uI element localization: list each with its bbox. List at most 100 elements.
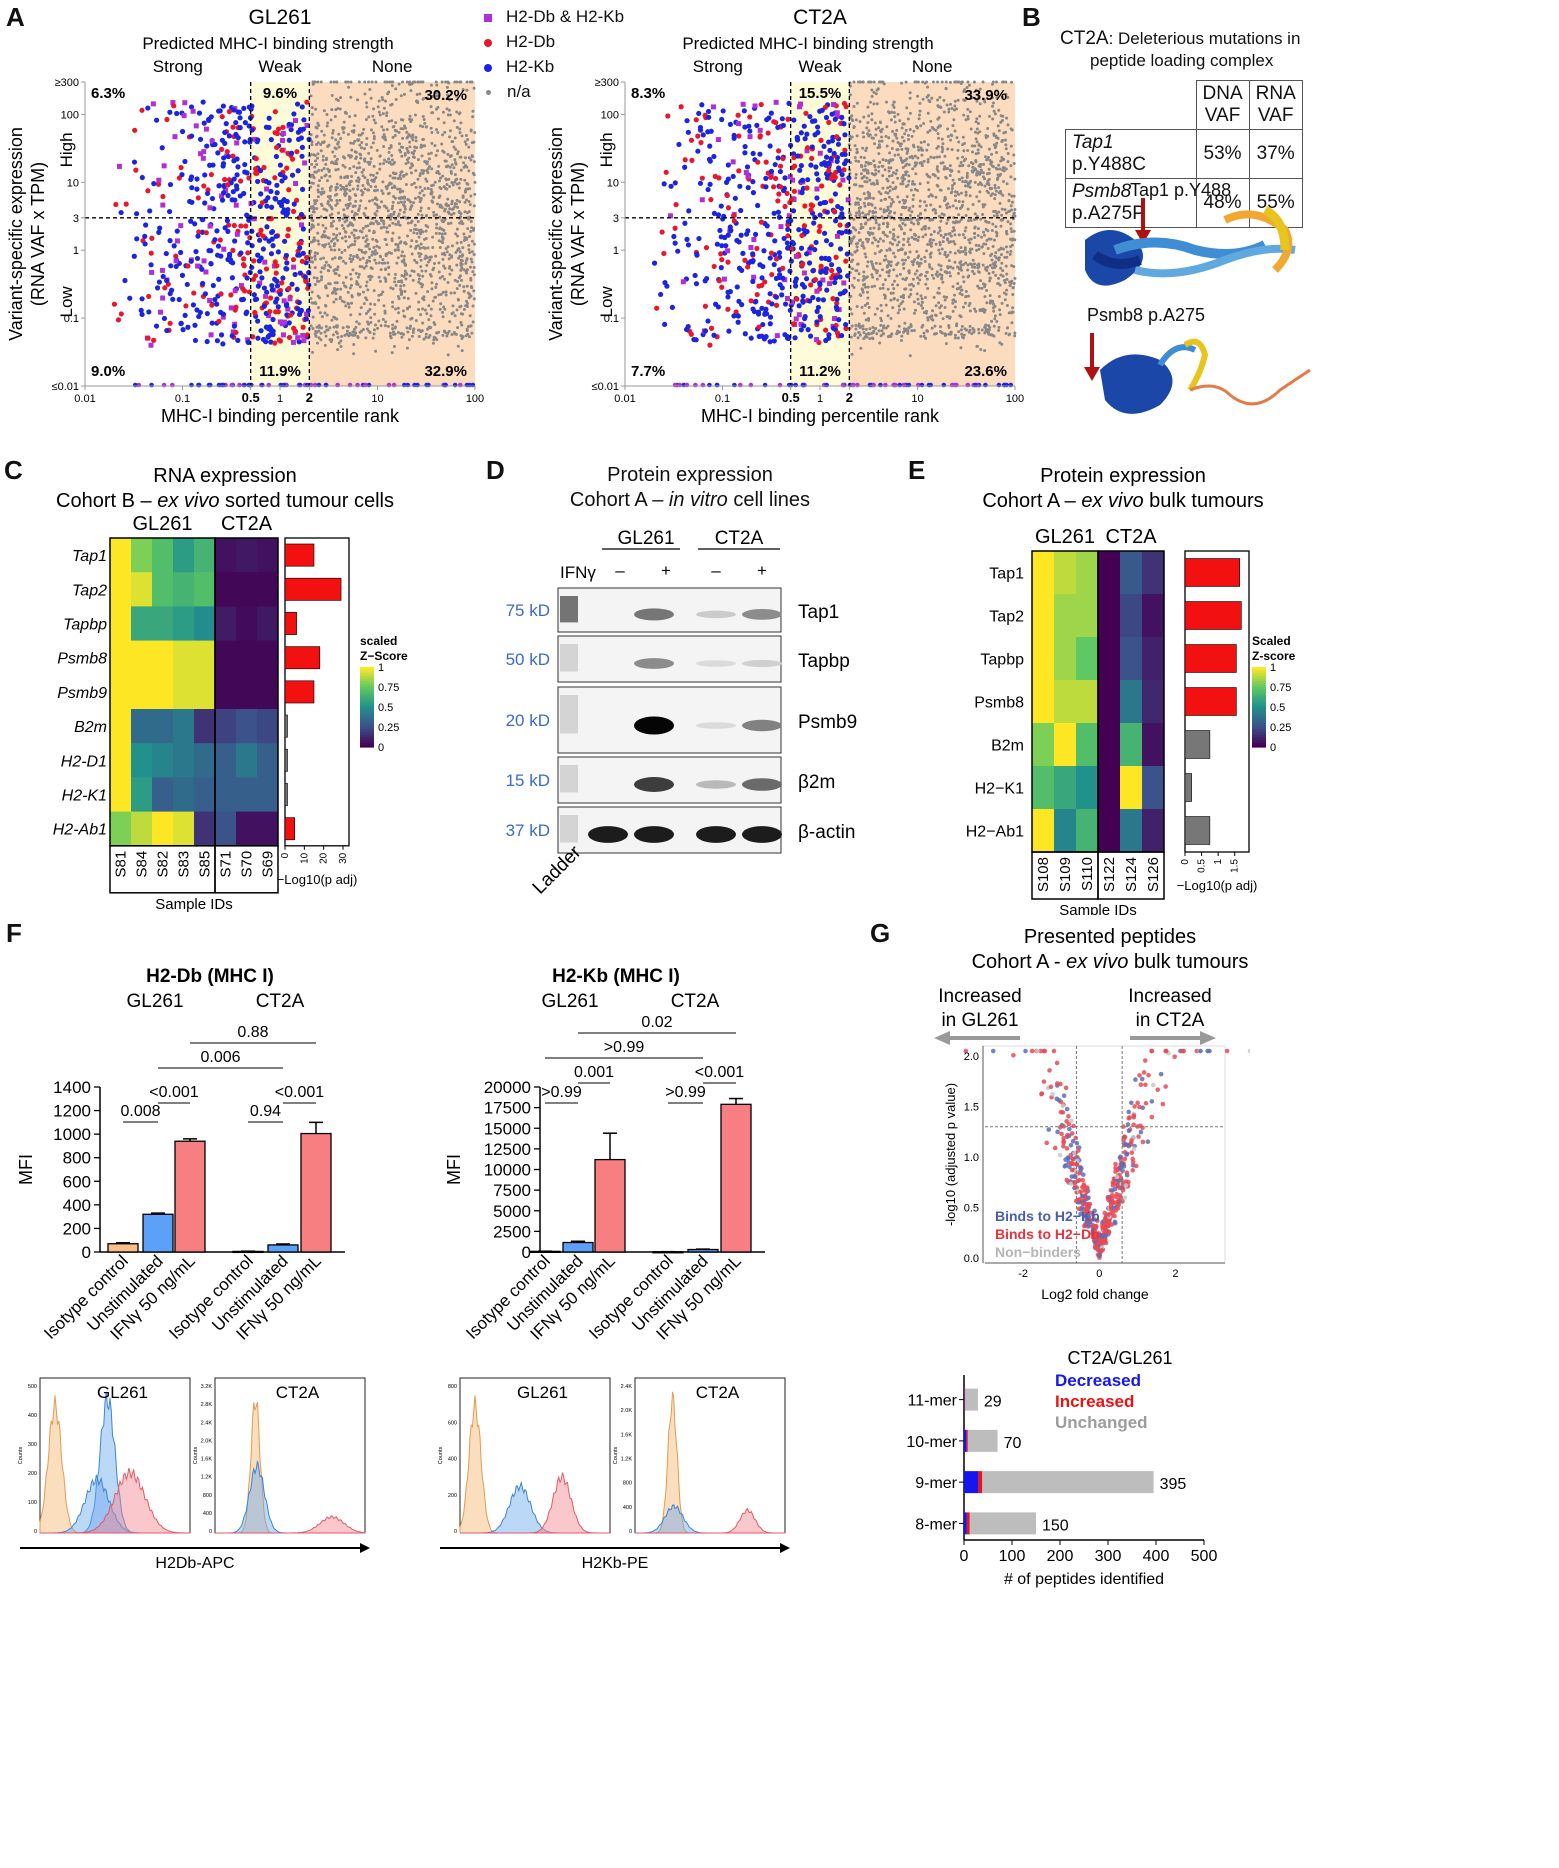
panel-label-c: C: [4, 455, 23, 485]
db-point: [663, 169, 669, 175]
na-point: [421, 171, 425, 175]
na-point: [906, 133, 910, 137]
na-point: [954, 80, 958, 84]
na-point: [901, 277, 905, 281]
na-point: [902, 296, 906, 300]
na-point: [960, 164, 964, 168]
na-point: [953, 108, 957, 112]
db-point: [245, 250, 251, 256]
x-tick-label: 0.01: [614, 393, 635, 405]
na-point: [464, 164, 468, 168]
na-point: [991, 306, 995, 310]
na-point: [414, 139, 418, 143]
kb-point: [711, 153, 717, 160]
na-point: [923, 216, 927, 220]
db-point: [279, 147, 285, 153]
na-point: [403, 124, 407, 128]
tap1-structure-label: Tap1 p.Y488: [1130, 180, 1232, 200]
na-point: [889, 158, 893, 162]
na-point: [961, 180, 965, 184]
kb-point: [277, 291, 283, 297]
na-point: [414, 319, 418, 323]
heatmap-cell: [194, 606, 216, 642]
na-point: [369, 173, 373, 177]
kb-point: [289, 281, 295, 287]
na-point: [891, 242, 895, 246]
kb-point: [693, 281, 700, 287]
na-point: [934, 242, 938, 246]
heatmap-cell: [236, 572, 258, 607]
x-tick-label: 2: [306, 390, 313, 405]
na-point: [470, 239, 474, 243]
na-point: [418, 92, 422, 96]
na-point: [370, 198, 374, 202]
na-point: [868, 100, 872, 104]
na-point: [372, 189, 376, 193]
na-point: [454, 147, 458, 151]
kb-point: [188, 104, 195, 110]
na-point: [383, 309, 387, 313]
zero-point: [983, 382, 988, 388]
na-point: [1005, 182, 1009, 186]
na-point: [335, 157, 339, 161]
na-point: [402, 174, 406, 178]
na-point: [353, 239, 357, 243]
na-point: [442, 277, 446, 281]
na-point: [905, 195, 909, 199]
kb-point: [179, 172, 185, 178]
na-point: [382, 106, 386, 110]
kb-point: [220, 163, 226, 169]
kb-point: [831, 150, 837, 157]
na-point: [998, 308, 1002, 312]
na-point: [886, 208, 890, 212]
na-point: [339, 339, 343, 343]
kb-point: [298, 211, 305, 218]
na-point: [873, 142, 877, 146]
na-point: [880, 268, 884, 272]
na-point: [311, 82, 315, 86]
kb-point: [704, 275, 710, 282]
na-point: [1003, 298, 1007, 302]
na-point: [418, 246, 422, 250]
na-point: [892, 251, 896, 255]
na-point: [418, 80, 422, 84]
x-tick-label: 100: [466, 393, 484, 405]
na-point: [410, 219, 414, 223]
na-point: [1013, 334, 1017, 338]
na-point: [1012, 281, 1016, 285]
na-point: [919, 141, 923, 145]
kb-point: [804, 131, 810, 137]
na-point: [943, 154, 947, 158]
kb-point: [752, 231, 759, 237]
na-point: [862, 270, 866, 274]
na-point: [450, 268, 454, 272]
na-point: [992, 302, 996, 306]
kb-point: [725, 162, 731, 168]
na-point: [991, 104, 995, 108]
na-point: [354, 150, 358, 154]
both-point: [221, 246, 227, 252]
na-point: [944, 87, 948, 91]
na-point: [871, 241, 875, 245]
na-point: [339, 344, 343, 348]
na-point: [460, 266, 464, 270]
na-point: [971, 269, 975, 273]
na-point: [914, 80, 918, 84]
na-point: [997, 210, 1001, 214]
na-point: [339, 136, 343, 140]
na-point: [932, 238, 936, 242]
na-point: [323, 174, 327, 178]
na-point: [886, 324, 890, 328]
na-point: [408, 305, 412, 309]
na-point: [465, 284, 469, 288]
na-point: [962, 280, 966, 284]
db-point: [225, 182, 231, 188]
db-point: [841, 167, 847, 173]
kb-point: [715, 304, 721, 310]
both-point: [710, 104, 716, 110]
na-point: [950, 148, 954, 152]
quadrant-percent: 33.9%: [964, 87, 1007, 104]
kb-point: [801, 123, 807, 129]
na-point: [400, 280, 404, 284]
na-point: [1013, 207, 1017, 211]
